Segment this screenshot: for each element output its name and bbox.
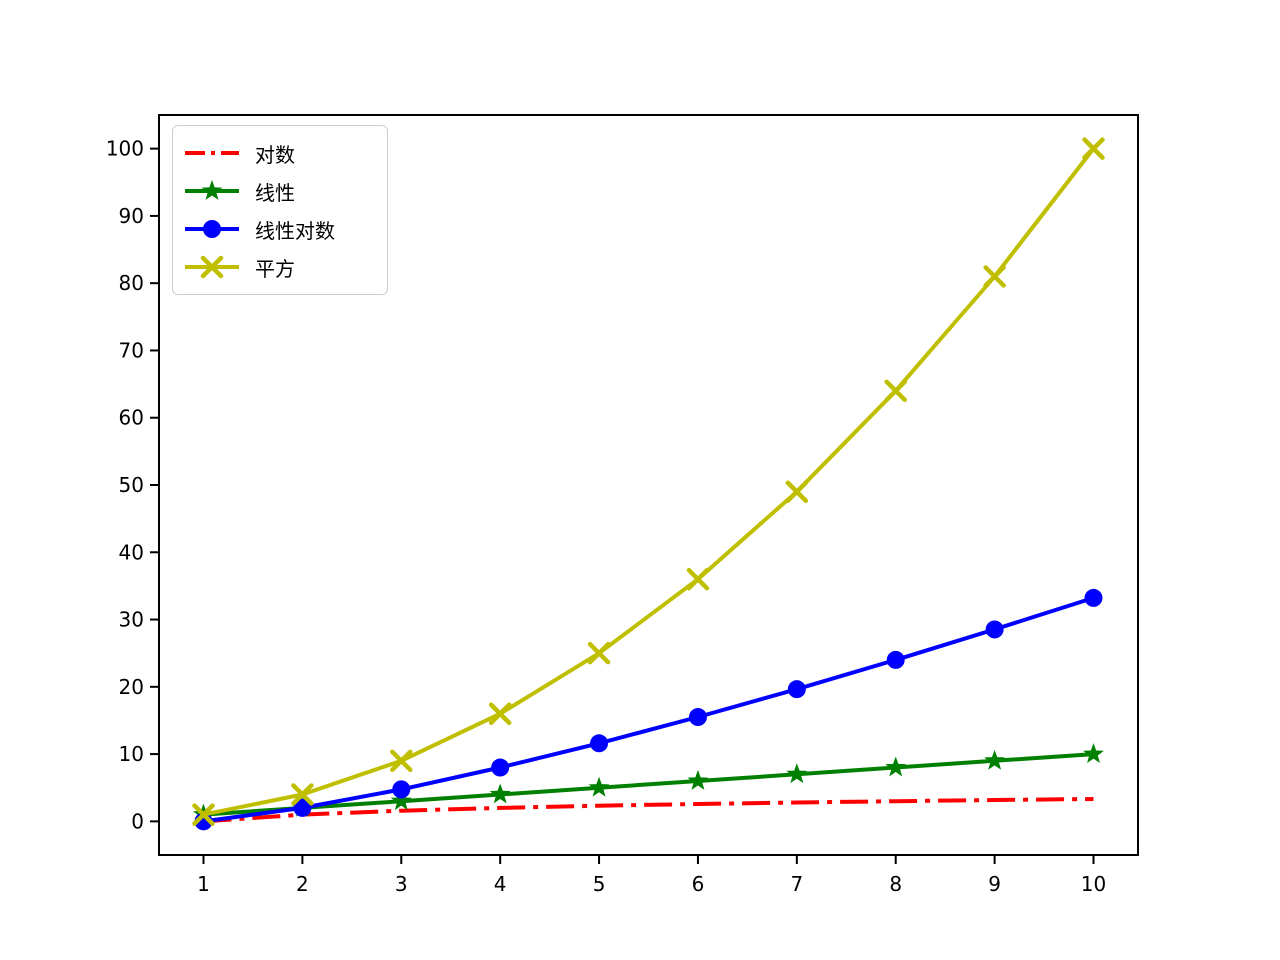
circle-marker xyxy=(787,680,806,699)
x-marker xyxy=(587,641,611,665)
x-marker xyxy=(192,803,215,826)
x-marker xyxy=(488,702,512,725)
x-tick-label: 6 xyxy=(692,872,705,896)
circle-marker xyxy=(392,780,411,799)
y-tick-label: 30 xyxy=(119,608,144,632)
star-marker xyxy=(201,180,223,200)
x-marker xyxy=(291,783,314,806)
series-line xyxy=(203,595,1095,824)
x-marker xyxy=(200,255,224,279)
star-marker xyxy=(1083,743,1104,763)
y-tick-label: 90 xyxy=(119,204,144,228)
circle-marker xyxy=(886,650,905,669)
x-tick-label: 4 xyxy=(494,872,507,896)
x-marker xyxy=(686,567,710,591)
x-tick-label: 10 xyxy=(1081,872,1106,896)
x-marker xyxy=(1082,137,1105,160)
y-tick-label: 0 xyxy=(131,809,144,833)
star-marker xyxy=(588,776,610,797)
circle-marker xyxy=(1084,588,1103,607)
series-对数 xyxy=(203,797,1094,824)
x-marker xyxy=(884,379,907,403)
series-线性对数 xyxy=(194,588,1103,831)
circle-marker xyxy=(293,798,312,817)
legend-sample-circle-line-icon xyxy=(185,220,239,238)
y-tick-label: 20 xyxy=(119,675,144,699)
star-marker xyxy=(390,790,412,811)
y-tick-label: 80 xyxy=(119,271,144,295)
x-tick-label: 3 xyxy=(395,872,408,896)
star-marker xyxy=(885,756,907,777)
legend-sample-x-line-icon xyxy=(185,255,239,279)
series-line xyxy=(203,147,1096,817)
circle-marker xyxy=(491,758,510,777)
legend-item-log[interactable]: 对数 xyxy=(183,134,375,172)
y-tick-label: 40 xyxy=(119,540,144,564)
legend-sample-star-line-icon xyxy=(185,180,239,200)
x-tick-label: 1 xyxy=(197,872,210,896)
star-marker xyxy=(489,783,511,804)
series-line xyxy=(203,752,1094,817)
y-tick-label: 10 xyxy=(119,742,144,766)
circle-marker xyxy=(985,620,1004,639)
circle-marker xyxy=(688,708,707,727)
x-marker xyxy=(390,749,413,773)
x-tick-label: 5 xyxy=(593,872,606,896)
y-tick-label: 60 xyxy=(119,406,144,430)
x-marker xyxy=(983,265,1006,288)
series-line xyxy=(203,797,1094,824)
legend-label: 对数 xyxy=(255,142,295,167)
circle-marker xyxy=(203,220,221,238)
y-tick-label: 100 xyxy=(106,137,144,161)
legend-label: 线性对数 xyxy=(255,218,335,243)
star-marker xyxy=(687,770,709,790)
legend-label: 平方 xyxy=(255,256,295,281)
x-tick-label: 2 xyxy=(296,872,309,896)
legend[interactable]: 对数 线性 线性对数 平方 xyxy=(172,125,388,295)
legend-item-nlogn[interactable]: 线性对数 xyxy=(183,210,375,248)
y-tick-label: 70 xyxy=(119,338,144,362)
x-tick-label: 8 xyxy=(889,872,902,896)
legend-label: 线性 xyxy=(255,180,295,205)
y-tick-label: 50 xyxy=(119,473,144,497)
series-平方 xyxy=(192,137,1105,826)
x-tick-label: 9 xyxy=(988,872,1001,896)
x-tick-label: 7 xyxy=(790,872,803,896)
star-marker xyxy=(984,749,1006,770)
star-marker xyxy=(786,763,808,784)
circle-marker xyxy=(590,734,609,753)
legend-sample-dashdot-line-icon xyxy=(185,151,239,155)
legend-item-linear[interactable]: 线性 xyxy=(183,172,375,210)
x-marker xyxy=(785,480,809,503)
legend-item-square[interactable]: 平方 xyxy=(183,248,375,286)
